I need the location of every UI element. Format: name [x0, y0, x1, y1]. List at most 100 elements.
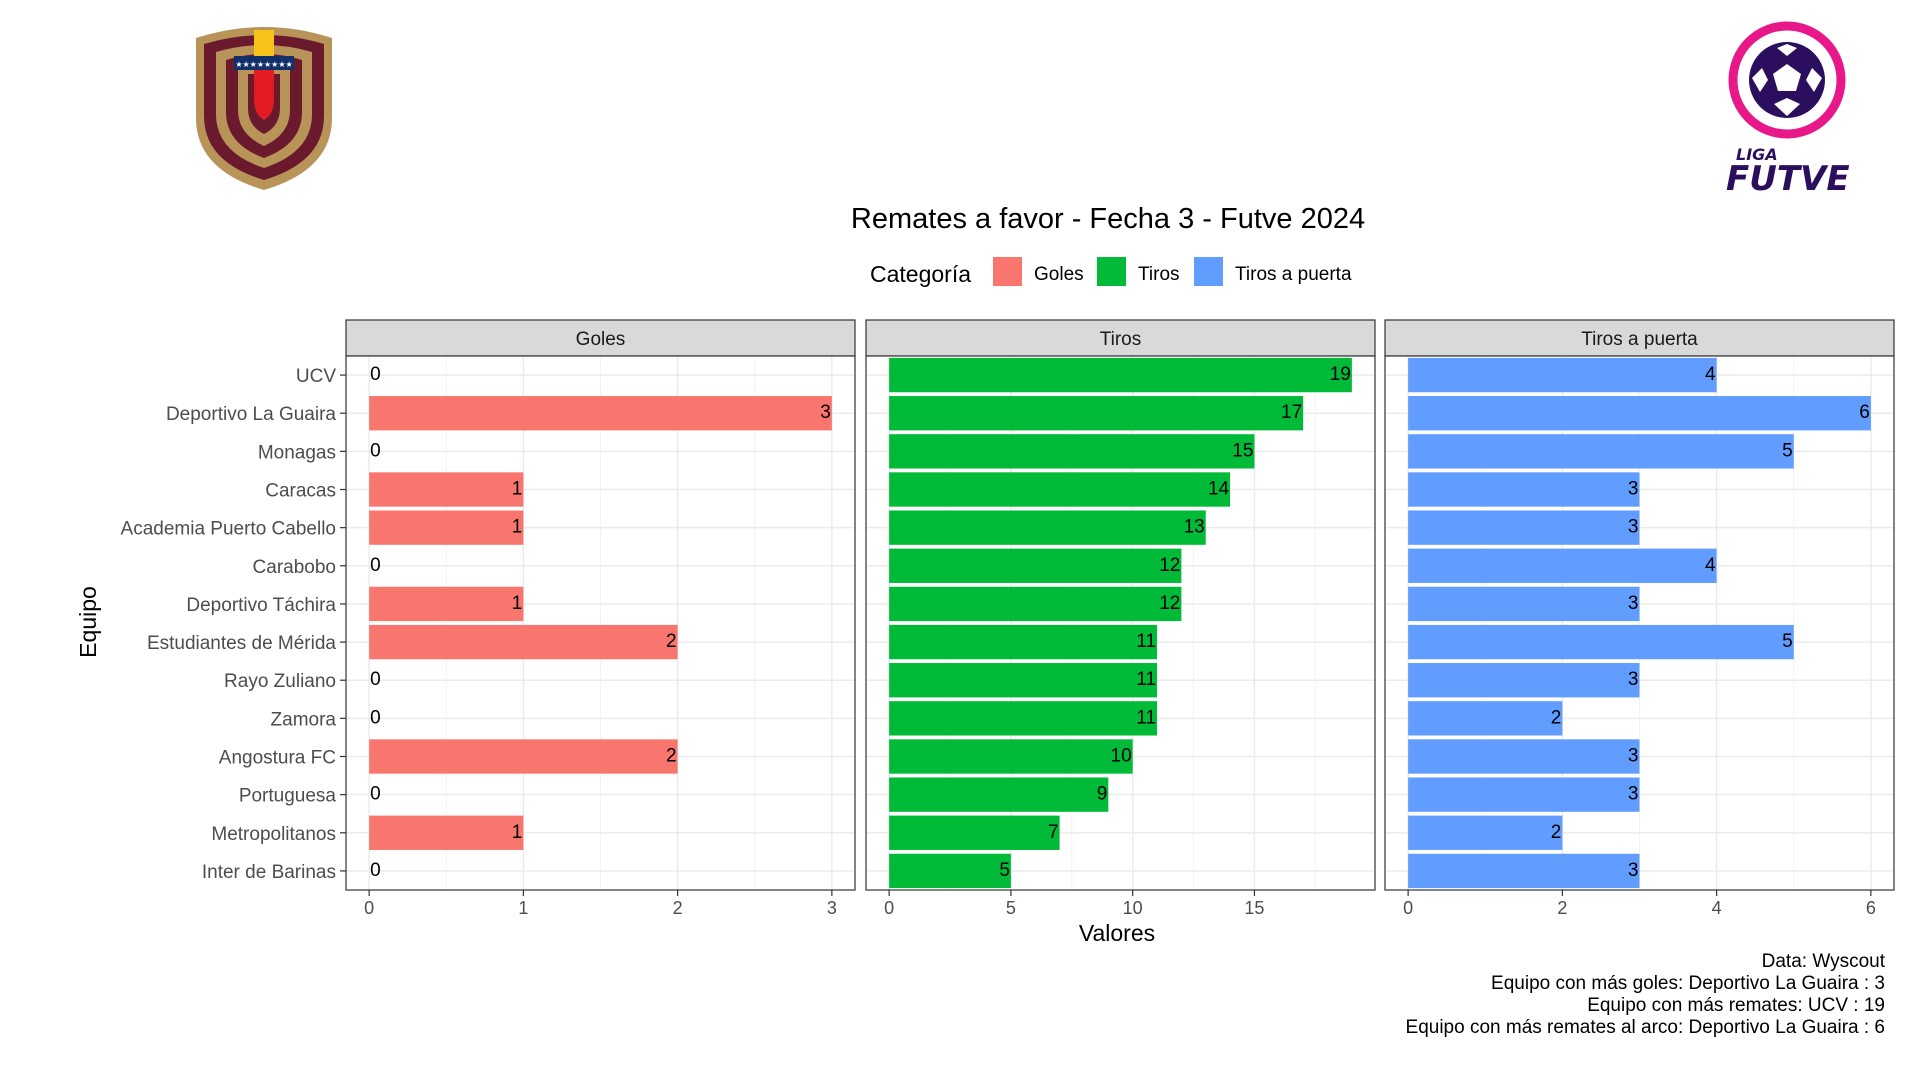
bar-tiros-a-puerta-inter-de-barinas: [1408, 853, 1640, 889]
x-tick-label-goles: 1: [518, 898, 528, 918]
data-label-tiros-a-puerta-deportivo-tachira: 3: [1628, 593, 1639, 614]
data-label-tiros-a-puerta-academia-puerto-cabello: 3: [1628, 517, 1639, 538]
data-label-tiros-a-puerta-metropolitanos: 2: [1551, 822, 1562, 843]
data-label-goles-carabobo: 0: [370, 555, 381, 576]
x-tick-label-tiros: 0: [884, 898, 894, 918]
bar-tiros-monagas: [889, 434, 1255, 469]
data-label-tiros-a-puerta-monagas: 5: [1782, 440, 1793, 461]
bar-tiros-caracas: [889, 472, 1231, 507]
team-label-estudiantes-de-merida: Estudiantes de Mérida: [147, 633, 336, 654]
panel-border-tiros-a-puerta: [1384, 355, 1895, 891]
data-label-tiros-a-puerta-caracas: 3: [1628, 479, 1639, 500]
bar-tiros-estudiantes-de-merida: [889, 624, 1158, 660]
caption-most-on-target: Equipo con más remates al arco: Deportiv…: [1405, 1017, 1885, 1038]
data-label-tiros-a-puerta-angostura-fc: 3: [1628, 746, 1639, 767]
data-label-tiros-a-puerta-zamora: 2: [1551, 707, 1562, 728]
y-axis-title: Equipo: [75, 586, 101, 658]
data-label-tiros-ucv: 19: [1330, 364, 1351, 385]
data-label-tiros-a-puerta-estudiantes-de-merida: 5: [1782, 631, 1793, 652]
team-label-monagas: Monagas: [258, 442, 336, 463]
data-label-goles-caracas: 1: [512, 479, 523, 500]
bar-tiros-a-puerta-portuguesa: [1408, 777, 1640, 812]
data-label-goles-deportivo-la-guaira: 3: [820, 402, 831, 423]
team-label-metropolitanos: Metropolitanos: [211, 824, 336, 845]
bar-tiros-a-puerta-estudiantes-de-merida: [1408, 624, 1794, 660]
bar-tiros-deportivo-tachira: [889, 586, 1182, 622]
data-label-goles-metropolitanos: 1: [512, 822, 523, 843]
data-label-goles-rayo-zuliano: 0: [370, 669, 381, 690]
facet-tiros-a-puerta: Tiros a puerta 4 6 5 3 3 4 3 5 3 2 3 3 2 3 0 2 4 6: [1384, 319, 1895, 918]
data-label-tiros-a-puerta-ucv: 4: [1705, 364, 1716, 385]
bar-goles-angostura-fc: [369, 739, 678, 774]
facet-strip-label-tiros-a-puerta: Tiros a puerta: [1581, 329, 1698, 350]
x-tick-label-tiros: 5: [1006, 898, 1016, 918]
bar-tiros-a-puerta-deportivo-tachira: [1408, 586, 1640, 622]
team-label-ucv: UCV: [296, 366, 336, 387]
bar-goles-deportivo-la-guaira: [369, 396, 832, 431]
data-label-goles-monagas: 0: [370, 440, 381, 461]
data-label-goles-deportivo-tachira: 1: [512, 593, 523, 614]
x-tick-label-tiros-a-puerta: 4: [1712, 898, 1722, 918]
bar-tiros-a-puerta-caracas: [1408, 472, 1640, 507]
data-label-tiros-rayo-zuliano: 11: [1136, 669, 1156, 690]
caption-source: Data: Wyscout: [1761, 951, 1885, 972]
bar-tiros-a-puerta-ucv: [1408, 357, 1717, 393]
bar-tiros-rayo-zuliano: [889, 663, 1158, 698]
panel-border-tiros: [865, 355, 1376, 891]
team-label-rayo-zuliano: Rayo Zuliano: [224, 671, 336, 692]
team-label-deportivo-la-guaira: Deportivo La Guaira: [166, 404, 336, 425]
data-label-goles-estudiantes-de-merida: 2: [666, 631, 677, 652]
x-tick-label-goles: 3: [827, 898, 837, 918]
team-label-academia-puerto-cabello: Academia Puerto Cabello: [121, 519, 336, 540]
team-label-deportivo-tachira: Deportivo Táchira: [186, 595, 336, 616]
x-tick-label-goles: 0: [364, 898, 374, 918]
facet-strip-tiros-a-puerta: [1384, 319, 1895, 357]
x-tick-label-tiros: 10: [1123, 898, 1143, 918]
legend-label-tiros-a-puerta: Tiros a puerta: [1235, 264, 1352, 285]
data-label-tiros-zamora: 11: [1136, 707, 1156, 728]
x-tick-label-tiros-a-puerta: 2: [1557, 898, 1567, 918]
team-label-caracas: Caracas: [265, 481, 336, 502]
bar-tiros-deportivo-la-guaira: [889, 396, 1304, 431]
bar-tiros-metropolitanos: [889, 815, 1060, 850]
bar-goles-caracas: [369, 472, 524, 507]
panel-border-goles: [345, 355, 856, 891]
bar-tiros-a-puerta-zamora: [1408, 701, 1563, 736]
x-tick-label-tiros-a-puerta: 0: [1403, 898, 1413, 918]
legend-title: Categoría: [870, 261, 971, 287]
data-label-tiros-a-puerta-deportivo-la-guaira: 6: [1859, 402, 1870, 423]
data-label-goles-inter-de-barinas: 0: [370, 860, 381, 881]
data-label-tiros-a-puerta-rayo-zuliano: 3: [1628, 669, 1639, 690]
bar-tiros-inter-de-barinas: [889, 853, 1011, 889]
facet-strip-label-goles: Goles: [576, 329, 626, 350]
bar-tiros-academia-puerto-cabello: [889, 510, 1206, 545]
caption-most-goals: Equipo con más goles: Deportivo La Guair…: [1491, 973, 1885, 994]
bar-tiros-portuguesa: [889, 777, 1109, 812]
legend: Categoría Goles Tiros Tiros a puerta: [870, 257, 1352, 287]
team-label-angostura-fc: Angostura FC: [219, 748, 336, 769]
data-label-goles-angostura-fc: 2: [666, 746, 677, 767]
facet-goles: Goles 0 3 0 1 1 0 1 2 0 0 2 0 1 0 0 1 2 3: [345, 319, 856, 918]
bar-goles-deportivo-tachira: [369, 586, 524, 622]
data-label-goles-portuguesa: 0: [370, 784, 381, 805]
bar-tiros-a-puerta-metropolitanos: [1408, 815, 1563, 850]
bar-tiros-a-puerta-deportivo-la-guaira: [1408, 396, 1871, 431]
bar-tiros-a-puerta-rayo-zuliano: [1408, 663, 1640, 698]
data-label-tiros-estudiantes-de-merida: 11: [1136, 631, 1156, 652]
data-label-tiros-portuguesa: 9: [1097, 784, 1108, 805]
bar-tiros-a-puerta-academia-puerto-cabello: [1408, 510, 1640, 545]
legend-label-goles: Goles: [1034, 264, 1084, 285]
bar-goles-academia-puerto-cabello: [369, 510, 524, 545]
bar-tiros-carabobo: [889, 548, 1182, 583]
futve-text: FUTVE: [1726, 159, 1850, 199]
data-label-tiros-carabobo: 12: [1159, 555, 1180, 576]
x-axis-title: Valores: [1079, 920, 1155, 946]
chart-title: Remates a favor - Fecha 3 - Futve 2024: [851, 203, 1365, 235]
data-label-tiros-a-puerta-carabobo: 4: [1705, 555, 1716, 576]
x-tick-label-tiros: 15: [1244, 898, 1264, 918]
team-label-portuguesa: Portuguesa: [239, 786, 337, 807]
liga-text: LIGA: [1736, 145, 1778, 164]
